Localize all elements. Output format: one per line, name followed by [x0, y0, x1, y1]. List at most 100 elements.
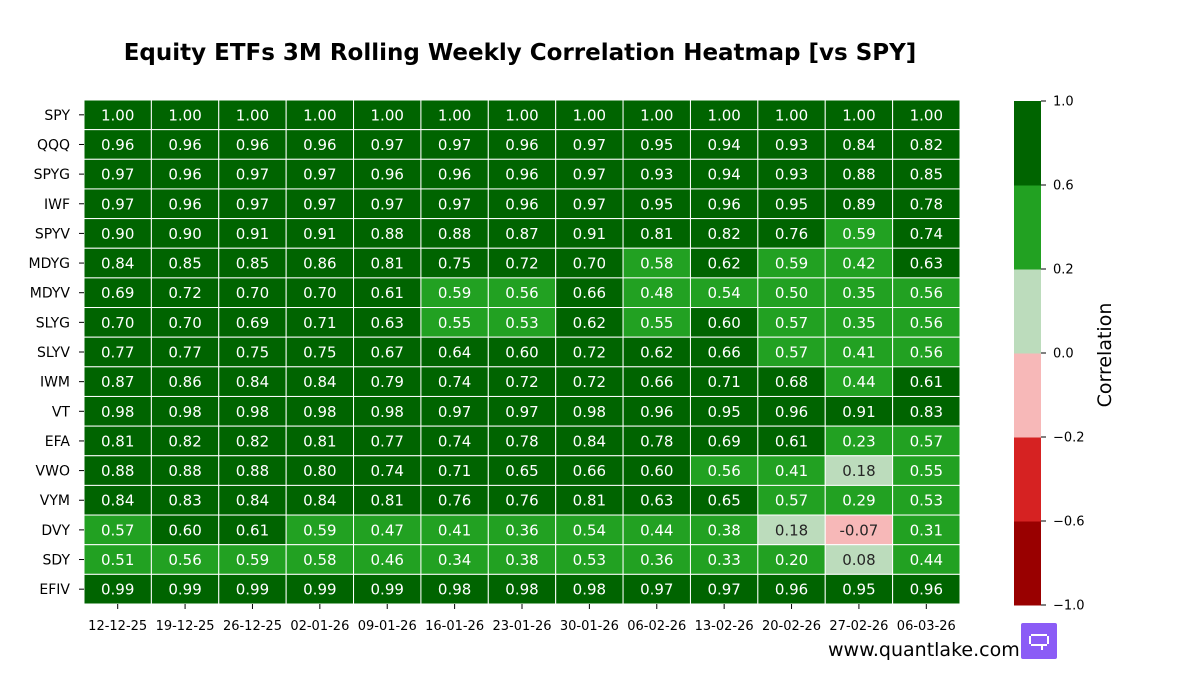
- cell-value-label: 0.63: [640, 492, 673, 510]
- heatmap-cell: [622, 573, 691, 605]
- cell-value-label: 0.82: [236, 432, 269, 450]
- cell-value-label: 0.98: [371, 403, 404, 421]
- cell-value-label: 1.00: [438, 106, 471, 124]
- heatmap-cell: [487, 425, 557, 457]
- cell-value-label: 0.96: [505, 166, 538, 184]
- cell-value-label: 0.36: [640, 551, 673, 569]
- heatmap-cell: [150, 158, 220, 190]
- cell-value-label: 0.84: [842, 136, 875, 154]
- cell-value-label: 0.57: [101, 521, 134, 539]
- cell-value-label: 0.60: [707, 314, 740, 332]
- cell-value-label: 0.97: [573, 136, 606, 154]
- heatmap-cell: [757, 158, 826, 190]
- colorbar-tick-label: 0.2: [1053, 263, 1074, 278]
- column-label: 26-12-25: [223, 619, 282, 634]
- heatmap-cell: [689, 366, 759, 397]
- row-label: SLYV: [37, 345, 70, 361]
- cell-value-label: 0.82: [910, 136, 943, 154]
- cell-value-label: 0.77: [101, 344, 134, 362]
- cell-value-label: 0.71: [303, 314, 336, 332]
- heatmap-cell: [824, 188, 894, 220]
- cell-value-label: 0.78: [505, 432, 538, 450]
- column-label: 27-02-26: [829, 619, 888, 634]
- cell-value-label: 0.50: [775, 284, 808, 302]
- heatmap-cell: [622, 307, 691, 338]
- cell-value-label: 0.18: [842, 462, 875, 480]
- colorbar-tick-label: 0.6: [1053, 179, 1074, 194]
- cell-value-label: 0.74: [438, 373, 471, 391]
- cell-value-label: 0.95: [775, 195, 808, 213]
- cell-value-label: 0.96: [236, 136, 269, 154]
- cell-value-label: 0.57: [775, 314, 808, 332]
- cell-value-label: 0.88: [168, 462, 201, 480]
- cell-value-label: 0.99: [371, 581, 404, 599]
- heatmap-cell: [420, 129, 489, 160]
- cell-value-label: 0.54: [707, 284, 740, 302]
- cell-value-label: 0.66: [573, 462, 606, 480]
- cell-value-label: 0.41: [438, 521, 471, 539]
- cell-value-label: 0.87: [101, 373, 134, 391]
- heatmap-cell: [285, 218, 355, 249]
- heatmap-cell: [757, 573, 826, 605]
- column-label: 06-03-26: [897, 619, 956, 634]
- cell-value-label: 0.81: [371, 492, 404, 510]
- cell-value-label: 0.88: [236, 462, 269, 480]
- cell-value-label: 0.90: [168, 225, 201, 243]
- cell-value-label: 0.75: [236, 344, 269, 362]
- cell-value-label: 0.38: [505, 551, 538, 569]
- row-label: SDY: [43, 553, 71, 569]
- cell-value-label: 0.33: [707, 551, 740, 569]
- colorbar-band: [1014, 269, 1041, 354]
- cell-value-label: 1.00: [775, 106, 808, 124]
- cell-value-label: 0.57: [775, 344, 808, 362]
- heatmap-cell: [353, 455, 422, 486]
- cell-value-label: 0.58: [303, 551, 336, 569]
- cell-value-label: 0.57: [910, 432, 943, 450]
- cell-value-label: 0.65: [505, 462, 538, 480]
- heatmap-cell: [285, 307, 355, 338]
- heatmap-cell: [757, 544, 826, 575]
- heatmap-cell: [622, 277, 691, 309]
- cell-value-label: 1.00: [910, 106, 943, 124]
- heatmap-cell: [555, 129, 624, 160]
- heatmap-cell: [353, 307, 422, 338]
- cell-value-label: 0.47: [371, 521, 404, 539]
- heatmap-cell: [83, 247, 152, 279]
- cell-value-label: 0.85: [168, 255, 201, 273]
- heatmap-cell: [83, 455, 152, 486]
- heatmap-cell: [622, 366, 691, 397]
- cell-value-label: 0.81: [371, 255, 404, 273]
- cell-value-label: 0.56: [505, 284, 538, 302]
- cell-value-label: 0.60: [168, 521, 201, 539]
- heatmap-cell: [487, 366, 557, 397]
- cell-value-label: 0.96: [775, 403, 808, 421]
- heatmap-cell: [83, 395, 152, 427]
- heatmap-cell: [555, 425, 624, 457]
- heatmap-cell: [285, 366, 355, 397]
- cell-value-label: 0.84: [303, 373, 336, 391]
- cell-value-label: 0.56: [910, 284, 943, 302]
- heatmap-cell: [689, 455, 759, 486]
- heatmap-cell: [892, 307, 961, 338]
- heatmap-cell: [285, 425, 355, 457]
- cell-value-label: 0.82: [707, 225, 740, 243]
- cell-value-label: 0.74: [438, 432, 471, 450]
- heatmap-cell: [622, 129, 691, 160]
- cell-value-label: 0.29: [842, 492, 875, 510]
- column-label: 02-01-26: [290, 619, 349, 634]
- cell-value-label: 0.74: [910, 225, 943, 243]
- cell-value-label: 0.71: [438, 462, 471, 480]
- cell-value-label: 0.80: [303, 462, 336, 480]
- row-labels: SPY QQQ SPYG IWF SPYV MDYG MDYV SLYG SLYV IWM VT EF…: [29, 108, 84, 598]
- heatmap-cell: [824, 307, 894, 338]
- row-label: MDYG: [29, 256, 71, 272]
- column-label: 23-01-26: [492, 619, 551, 634]
- heatmap-cell: [420, 425, 489, 457]
- cell-value-label: 0.60: [505, 344, 538, 362]
- column-labels: 12-12-25 19-12-25 26-12-25 02-01-26 09-01-26…: [88, 604, 956, 634]
- cell-value-label: 0.97: [303, 166, 336, 184]
- heatmap-cell: [757, 366, 826, 397]
- cell-value-label: 0.97: [101, 166, 134, 184]
- heatmap-cell: [150, 366, 220, 397]
- cell-value-label: 0.76: [775, 225, 808, 243]
